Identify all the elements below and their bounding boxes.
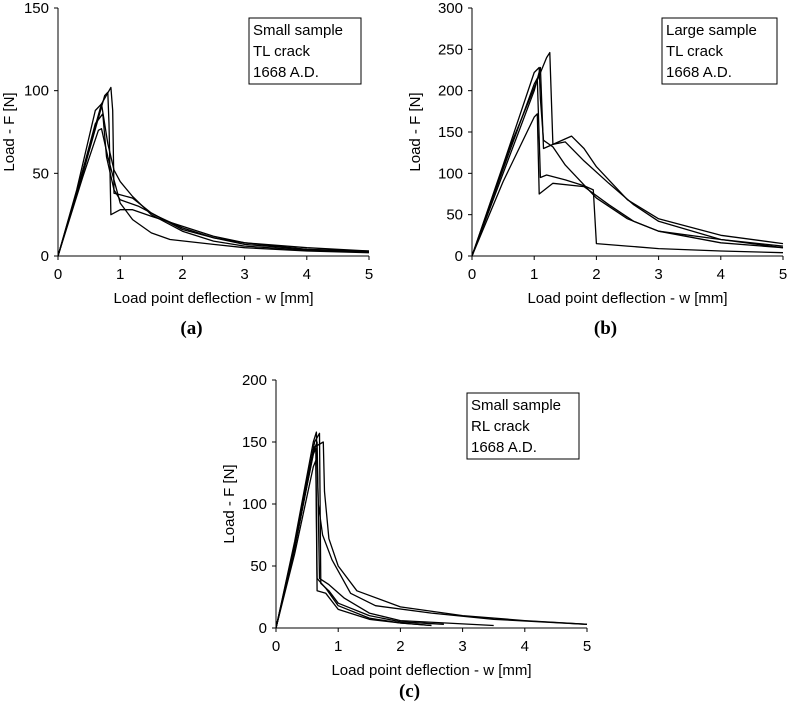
legend-entry: TL crack — [253, 43, 310, 60]
series-line-2 — [57, 113, 370, 257]
x-tick-label: 3 — [458, 638, 466, 655]
x-tick-label: 3 — [654, 266, 662, 283]
series-line-5 — [471, 51, 784, 257]
x-tick-label: 1 — [116, 266, 124, 283]
y-tick-label: 200 — [438, 83, 463, 100]
y-tick-label: 50 — [32, 165, 49, 182]
series-line-3 — [275, 432, 444, 629]
legend-entry: Small sample — [253, 22, 343, 39]
y-tick-label: 0 — [455, 248, 463, 265]
panel-caption: (b) — [594, 318, 617, 339]
y-tick-label: 150 — [242, 434, 267, 451]
series-line-5 — [57, 86, 370, 257]
legend: Small sample TL crack 1668 A.D. — [248, 17, 362, 85]
series-line-1 — [471, 66, 784, 257]
x-tick-label: 4 — [303, 266, 311, 283]
x-tick-label: 1 — [530, 266, 538, 283]
series-line-4 — [471, 66, 784, 257]
y-tick-label: 100 — [242, 496, 267, 513]
y-tick-label: 150 — [24, 0, 49, 17]
y-tick-label: 100 — [24, 83, 49, 100]
legend-box — [248, 17, 362, 85]
y-tick-label: 50 — [446, 207, 463, 224]
y-axis-label: Load - F [N] — [407, 92, 424, 171]
x-tick-label: 0 — [468, 266, 476, 283]
x-axis-label: Load point deflection - w [mm] — [113, 290, 313, 307]
legend: Large sample TL crack 1668 A.D. — [661, 17, 778, 85]
x-tick-label: 0 — [272, 638, 280, 655]
legend-box — [466, 392, 580, 460]
y-tick-label: 0 — [259, 620, 267, 637]
y-tick-label: 50 — [250, 558, 267, 575]
x-tick-label: 2 — [592, 266, 600, 283]
y-tick-label: 150 — [438, 124, 463, 141]
x-tick-label: 4 — [717, 266, 725, 283]
y-tick-label: 100 — [438, 165, 463, 182]
legend-entry: 1668 A.D. — [666, 64, 732, 81]
legend-entry: RL crack — [471, 418, 530, 435]
y-axis-label: Load - F [N] — [1, 92, 18, 171]
legend: Small sample RL crack 1668 A.D. — [466, 392, 580, 460]
x-tick-label: 4 — [521, 638, 529, 655]
x-tick-label: 0 — [54, 266, 62, 283]
x-tick-label: 5 — [365, 266, 373, 283]
series-line-3 — [471, 113, 784, 257]
x-tick-label: 2 — [178, 266, 186, 283]
series-line-4 — [275, 459, 432, 629]
x-tick-label: 5 — [779, 266, 787, 283]
legend-entry: Small sample — [471, 397, 561, 414]
x-tick-label: 2 — [396, 638, 404, 655]
y-axis-label: Load - F [N] — [221, 464, 238, 543]
legend-entry: Large sample — [666, 22, 757, 39]
panel-caption: (c) — [399, 681, 420, 702]
legend-box — [661, 17, 778, 85]
x-tick-label: 5 — [583, 638, 591, 655]
series-line-2 — [471, 77, 784, 257]
series-line-1 — [275, 431, 588, 629]
x-tick-label: 1 — [334, 638, 342, 655]
legend-entry: 1668 A.D. — [253, 64, 319, 81]
series-line-4 — [57, 128, 370, 257]
legend-entry: 1668 A.D. — [471, 439, 537, 456]
series-line-2 — [275, 447, 432, 629]
x-axis-label: Load point deflection - w [mm] — [527, 290, 727, 307]
legend-entry: TL crack — [666, 43, 723, 60]
x-axis-label: Load point deflection - w [mm] — [331, 662, 531, 679]
series-line-1 — [57, 103, 370, 257]
series-line-6 — [275, 441, 588, 629]
y-tick-label: 200 — [242, 372, 267, 389]
x-tick-label: 3 — [240, 266, 248, 283]
y-tick-label: 0 — [41, 248, 49, 265]
panel-caption: (a) — [180, 318, 202, 339]
series-line-3 — [57, 91, 370, 257]
y-tick-label: 250 — [438, 41, 463, 58]
y-tick-label: 300 — [438, 0, 463, 17]
